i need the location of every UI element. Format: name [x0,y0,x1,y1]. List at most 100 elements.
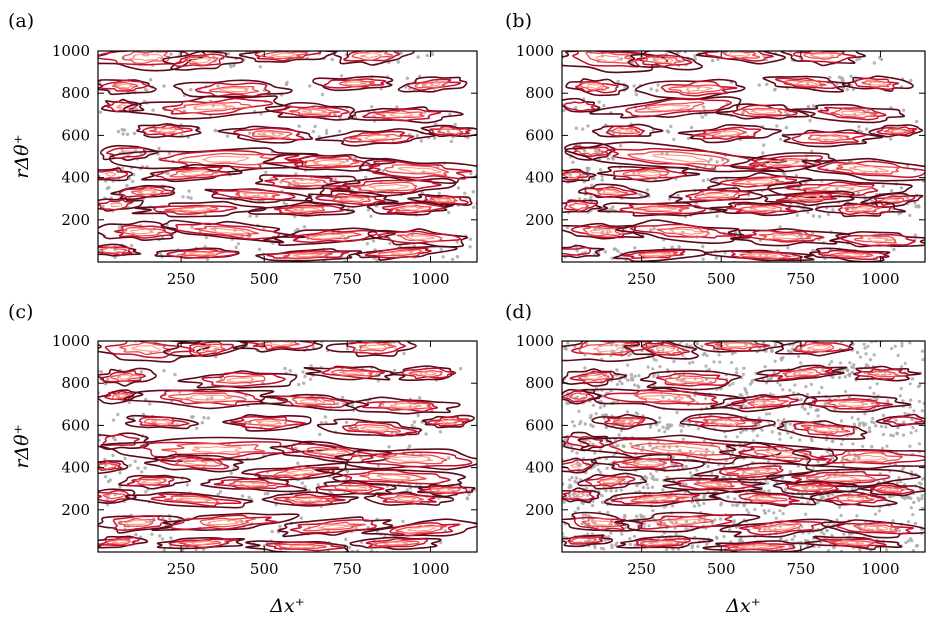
scatter-point [870,199,874,203]
contour-level-4 [376,474,411,481]
scatter-point [485,485,488,488]
scatter-point [89,448,92,451]
scatter-point [681,437,686,441]
panel-c: 250 500 750 1000 200 400 600 800 1000 (c) Δx⁺ rΔθ⁺ [8,301,515,617]
contour-level-4 [289,544,317,549]
scatter-point [189,88,193,92]
scatter-point [350,402,355,407]
scatter-point [574,126,578,130]
scatter-point [590,176,595,181]
contour-level-1 [562,511,643,532]
scatter-point [906,520,911,524]
scatter-point [844,389,848,394]
scatter-point [712,360,716,364]
scatter-point [866,344,870,348]
scatter-point [697,503,701,508]
scatter-point [619,57,624,61]
y-tick-label: 400 [525,459,554,477]
scatter-point [675,51,679,55]
scatter-point [733,497,737,501]
contour-level-2 [637,514,733,530]
contour-level-4 [668,228,704,236]
contour-level-1 [577,434,782,465]
scatter-point [671,478,676,482]
contour-level-2 [102,434,140,447]
contour-level-3 [282,252,333,259]
scatter-point [666,130,671,134]
scatter-point [735,367,739,371]
scatter-point [668,424,672,429]
scatter-point [778,225,782,229]
scatter-point [773,88,777,92]
contour-level-4 [310,233,346,240]
contour-level-1 [809,247,891,262]
scatter-point [770,349,774,353]
contour-level-1 [261,491,359,507]
contour-level-1 [245,540,350,552]
scatter-point [546,352,549,355]
contour-level-2 [611,458,684,470]
contour-level-4 [702,482,729,487]
scatter-point [850,416,854,420]
scatter-point [558,252,561,255]
contour-level-3 [803,184,873,194]
contour-lines [562,341,925,552]
scatter-point [763,365,767,369]
scatter-point [710,471,714,475]
contour-level-3 [807,134,853,143]
scatter-point [558,443,561,446]
contour-level-2 [361,451,473,468]
scatter-point [764,58,769,62]
scatter-point [704,397,708,401]
contour-level-1 [160,219,308,244]
contour-level-1 [264,102,356,121]
scatter-point [804,181,808,185]
contour-level-4 [750,109,776,115]
scatter-point [557,106,560,109]
contour-level-4 [815,135,843,141]
contour-level-4 [768,159,802,166]
scatter-point [753,507,757,511]
contour-level-1 [780,51,867,67]
contour-level-3 [630,442,731,456]
contour-level-4 [400,206,424,211]
scatter-point [730,451,735,455]
contour-level-2 [677,478,754,490]
contour-level-1 [98,488,137,504]
contour-level-1 [562,534,614,548]
scatter-point [425,53,429,58]
contour-level-3 [330,369,374,377]
contour-level-4 [852,454,888,461]
contour-level-3 [243,418,288,427]
contour-level-4 [437,488,455,493]
x-axis-title: Δx⁺ [725,595,760,617]
scatter-point [701,105,706,109]
contour-level-2 [290,229,378,243]
scatter-point [270,529,274,534]
contour-level-4 [796,81,820,87]
scatter-point [610,543,614,547]
scatter-point [569,485,573,489]
scatter-point [919,482,923,486]
scatter-point [591,424,595,429]
contour-level-2 [608,438,755,461]
scatter-point [911,513,915,517]
scatter-point [554,205,557,208]
scatter-point [405,488,409,492]
contour-level-1 [613,248,707,262]
contour-level-1 [98,51,206,72]
contour-level-3 [721,51,761,59]
scatter-point [826,549,831,552]
contour-level-1 [156,537,246,550]
contour-level-3 [110,372,141,382]
contour-level-1 [262,153,397,172]
scatter-point [512,463,515,466]
contour-level-3 [782,368,822,378]
contour-level-3 [179,250,226,257]
contour-level-4 [812,426,840,432]
scatter-point [908,444,912,448]
contour-level-3 [841,452,903,463]
scatter-point [575,451,579,455]
scatter-point [589,195,593,199]
contour-level-2 [139,441,295,461]
